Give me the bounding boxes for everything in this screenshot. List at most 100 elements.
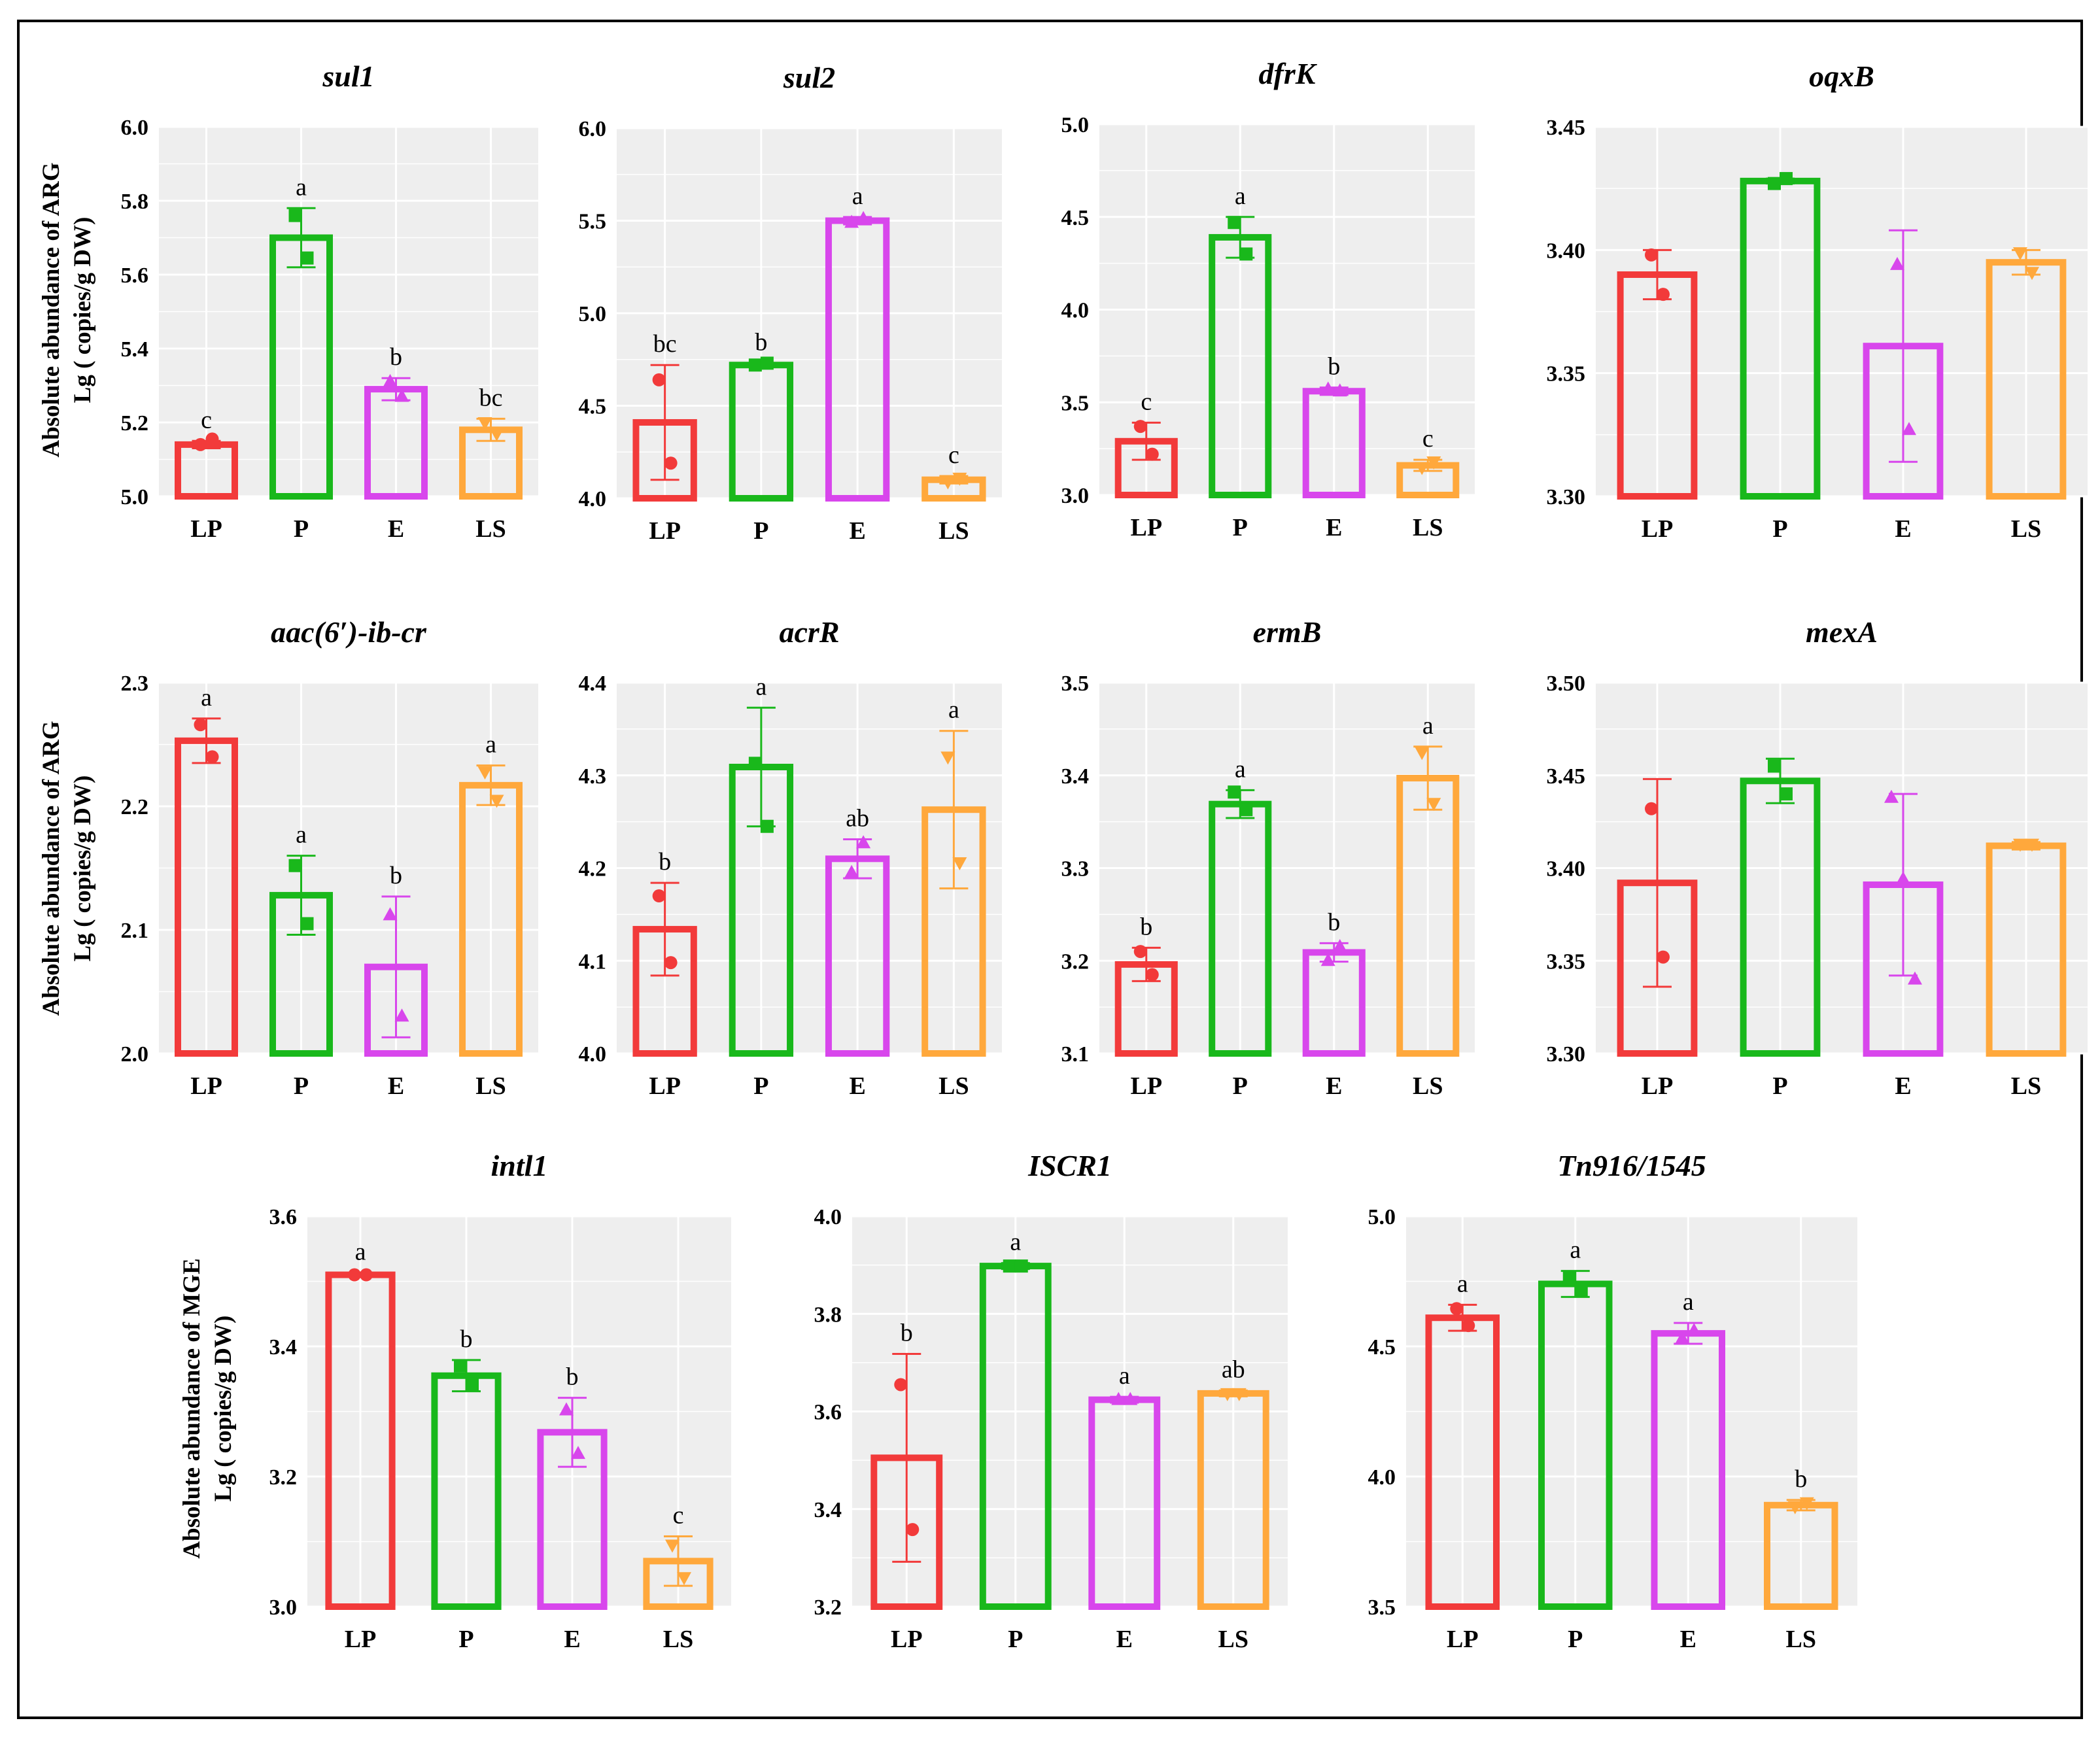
- data-point-LS: [1799, 1497, 1814, 1511]
- significance-letter: a: [852, 182, 863, 210]
- significance-letter: a: [485, 731, 496, 759]
- data-point-LP: [1133, 945, 1147, 959]
- chart-panel: ermB 3.1 3.2 3.3 3.4 3.5 b LP a Pb Ea LS: [1061, 615, 1475, 1100]
- y-tick-label: 3.30: [1547, 485, 1586, 509]
- data-point-LS: [677, 1572, 691, 1586]
- x-category-label: P: [1568, 1626, 1583, 1653]
- data-point-P: [1574, 1284, 1588, 1297]
- data-point-E: [1111, 1392, 1126, 1405]
- significance-letter: bc: [653, 330, 677, 358]
- data-point-LP: [664, 456, 678, 470]
- y-tick-label: 2.0: [121, 1042, 149, 1067]
- data-point-E: [1320, 381, 1335, 395]
- data-point-LS: [2025, 838, 2039, 852]
- data-point-LS: [477, 766, 492, 780]
- significance-letter: b: [659, 848, 671, 876]
- chart-panel: dfrK 3.0 3.5 4.0 4.5 5.0 c LP a Pb Ec LS: [1061, 57, 1475, 541]
- significance-letter: a: [201, 684, 212, 711]
- x-category-label: E: [1895, 1072, 1911, 1100]
- data-point-LS: [2013, 247, 2027, 261]
- data-point-LS: [1220, 1388, 1235, 1401]
- y-tick-label: 3.45: [1547, 116, 1586, 140]
- x-category-label: LP: [1642, 1072, 1674, 1100]
- y-tick-label: 3.2: [814, 1596, 842, 1620]
- y-tick-label: 4.0: [579, 487, 607, 511]
- chart-panel: mexA 3.30 3.35 3.40 3.45 3.50 LP P E LS: [1547, 615, 2088, 1100]
- significance-letter: b: [390, 862, 402, 889]
- data-point-P: [1768, 759, 1781, 773]
- significance-letter: a: [1235, 182, 1246, 210]
- x-category-label: LS: [1786, 1626, 1816, 1653]
- x-category-label: LS: [1413, 1072, 1443, 1100]
- data-point-LS: [952, 857, 967, 870]
- y-tick-label: 5.0: [121, 485, 149, 509]
- x-category-label: LP: [1130, 1072, 1162, 1100]
- chart-title: sul2: [783, 61, 835, 94]
- data-point-LP: [1657, 950, 1670, 964]
- significance-letter: a: [755, 673, 766, 700]
- ylabel-row1-line2: Lg ( copies/g DW): [69, 217, 96, 403]
- x-category-label: LS: [2011, 515, 2041, 543]
- x-category-label: P: [1233, 1072, 1248, 1100]
- x-category-label: LS: [663, 1626, 693, 1653]
- data-point-LS: [489, 428, 504, 441]
- chart-title: oqxB: [1809, 60, 1874, 93]
- data-point-LP: [1657, 288, 1670, 301]
- data-point-LP: [1450, 1302, 1464, 1316]
- chart-title: dfrK: [1259, 57, 1318, 90]
- data-point-P: [748, 757, 762, 770]
- significance-letter: b: [755, 328, 767, 356]
- data-point-LP: [1145, 447, 1159, 461]
- chart-panel: ISCR1 3.2 3.4 3.6 3.8 4.0 b LP a Pa Eab LS: [814, 1149, 1288, 1653]
- data-point-LP: [1645, 248, 1658, 262]
- data-point-P: [748, 358, 762, 372]
- y-tick-label: 5.0: [1368, 1205, 1396, 1229]
- y-tick-label: 4.0: [579, 1042, 607, 1067]
- x-category-label: E: [849, 517, 865, 545]
- data-point-LS: [1426, 798, 1441, 811]
- x-category-label: LP: [345, 1626, 377, 1653]
- data-point-P: [1003, 1259, 1016, 1273]
- data-point-P: [454, 1359, 467, 1373]
- data-point-E: [383, 907, 398, 921]
- x-category-label: P: [1008, 1626, 1023, 1653]
- significance-letter: a: [1570, 1237, 1581, 1264]
- y-tick-label: 2.3: [121, 672, 149, 696]
- data-point-E: [1320, 953, 1335, 966]
- y-tick-label: 3.0: [1061, 484, 1090, 508]
- x-category-label: P: [753, 517, 768, 545]
- data-point-E: [394, 1008, 409, 1022]
- chart-panel: acrR 4.0 4.1 4.2 4.3 4.4 b LP a Pab Ea LS: [579, 615, 1002, 1100]
- data-point-E: [383, 373, 398, 387]
- significance-letter: bc: [479, 384, 503, 411]
- significance-letter: c: [948, 441, 959, 469]
- y-tick-label: 3.5: [1061, 672, 1090, 696]
- x-category-label: LS: [2011, 1072, 2041, 1100]
- significance-letter: c: [673, 1502, 684, 1529]
- data-point-E: [844, 214, 859, 228]
- y-tick-label: 4.0: [1368, 1465, 1396, 1490]
- data-point-LP: [1133, 420, 1147, 434]
- data-point-E: [1896, 871, 1910, 885]
- data-point-E: [559, 1402, 574, 1416]
- y-tick-label: 3.3: [1061, 857, 1090, 881]
- x-category-label: LP: [1447, 1626, 1479, 1653]
- data-point-E: [394, 388, 409, 402]
- data-point-E: [1890, 256, 1904, 270]
- significance-letter: b: [1140, 913, 1152, 940]
- y-tick-label: 5.0: [1061, 113, 1090, 137]
- x-category-label: E: [1680, 1626, 1696, 1653]
- chart-title: ISCR1: [1027, 1149, 1112, 1182]
- chart-title: sul1: [322, 60, 374, 93]
- y-tick-label: 5.2: [121, 411, 149, 435]
- y-tick-label: 4.3: [579, 764, 607, 789]
- x-category-label: LP: [190, 1072, 222, 1100]
- significance-letter: b: [1328, 908, 1340, 936]
- significance-letter: b: [460, 1325, 473, 1353]
- y-tick-label: 5.0: [579, 302, 607, 326]
- significance-letter: a: [1235, 755, 1246, 783]
- x-category-label: LS: [475, 1072, 506, 1100]
- x-category-label: P: [1233, 514, 1248, 541]
- y-tick-label: 5.6: [121, 264, 149, 288]
- significance-letter: a: [1119, 1362, 1130, 1390]
